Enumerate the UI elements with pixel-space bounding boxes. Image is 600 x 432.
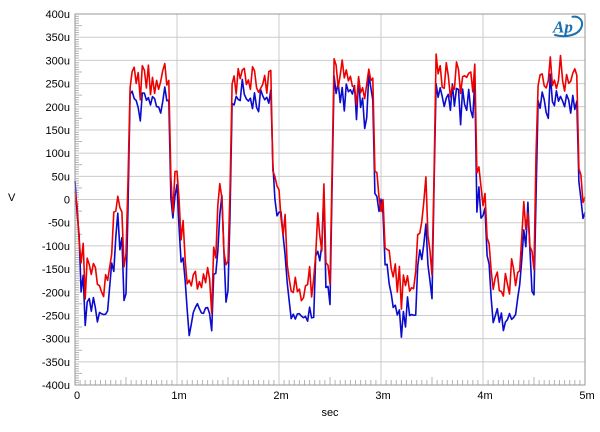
y-tick-label: -50u [48,218,70,230]
x-tick-label: 3m [375,390,390,402]
y-tick-label: 300u [46,55,70,67]
y-tick-label: 100u [46,148,70,160]
y-tick-label: -400u [42,380,70,392]
y-tick-label: -300u [42,334,70,346]
y-tick-label: 150u [46,125,70,137]
logo-swoosh-icon [554,15,584,38]
y-axis-title: V [8,192,16,204]
y-tick-label: -350u [42,357,70,369]
y-tick-label: -100u [42,241,70,253]
y-tick-label: 250u [46,79,70,91]
y-tick-label: -150u [42,264,70,276]
blue-trace [74,73,586,339]
y-tick-label: 200u [46,102,70,114]
y-tick-label: 400u [46,9,70,21]
y-tick-label: -200u [42,287,70,299]
x-tick-label: 1m [171,390,186,402]
x-tick-label: 5m [579,390,594,402]
x-axis-title: sec [321,407,339,419]
y-tick-label: 50u [52,171,70,183]
x-tick-label: 4m [477,390,492,402]
logo-text: Ap [552,18,573,37]
y-tick-label: -250u [42,310,70,322]
plot-border [74,13,586,386]
red-trace [74,53,586,314]
x-tick-label: 0 [74,390,80,402]
y-tick-label: 350u [46,32,70,44]
y-tick-label: 0 [64,195,70,207]
x-tick-label: 2m [273,390,288,402]
ap-logo: Ap [552,15,584,38]
